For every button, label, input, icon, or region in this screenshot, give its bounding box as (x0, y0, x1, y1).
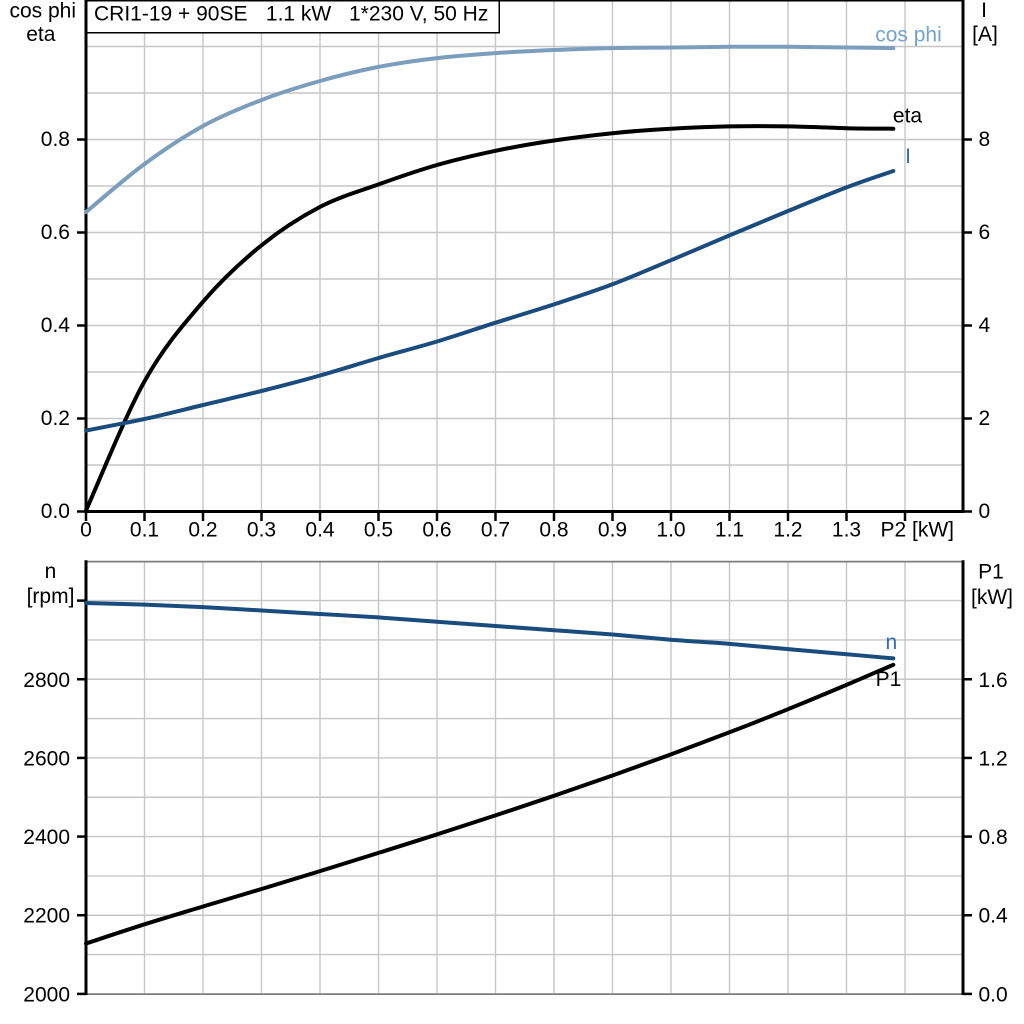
svg-text:1*230 V, 50 Hz: 1*230 V, 50 Hz (349, 3, 488, 26)
svg-text:0: 0 (80, 519, 92, 542)
svg-text:0.8: 0.8 (41, 128, 70, 151)
svg-text:0.4: 0.4 (305, 519, 335, 542)
svg-text:I: I (981, 0, 987, 22)
svg-text:2800: 2800 (23, 669, 70, 692)
svg-text:P2 [kW]: P2 [kW] (881, 519, 955, 542)
svg-text:0.4: 0.4 (979, 905, 1009, 928)
svg-text:0.0: 0.0 (979, 983, 1008, 1006)
svg-text:CRI1-19 + 90SE: CRI1-19 + 90SE (94, 3, 248, 26)
svg-text:0.8: 0.8 (979, 826, 1008, 849)
svg-text:0.1: 0.1 (130, 519, 159, 542)
svg-text:0.2: 0.2 (41, 407, 70, 430)
svg-text:0.0: 0.0 (41, 500, 70, 523)
svg-text:6: 6 (979, 221, 991, 244)
svg-text:4: 4 (979, 314, 991, 337)
svg-text:2200: 2200 (23, 905, 70, 928)
svg-text:0.5: 0.5 (364, 519, 393, 542)
svg-text:0.3: 0.3 (247, 519, 276, 542)
svg-text:0.2: 0.2 (188, 519, 217, 542)
svg-text:P1: P1 (978, 561, 1004, 584)
svg-text:P1: P1 (876, 668, 902, 691)
svg-text:eta: eta (26, 23, 56, 46)
svg-text:0.9: 0.9 (598, 519, 627, 542)
svg-text:1.2: 1.2 (979, 747, 1008, 770)
svg-text:8: 8 (979, 128, 991, 151)
svg-text:2000: 2000 (23, 983, 70, 1006)
svg-text:0: 0 (979, 500, 991, 523)
svg-text:1.3: 1.3 (832, 519, 861, 542)
svg-text:[rpm]: [rpm] (27, 585, 75, 608)
svg-text:cos phi: cos phi (875, 24, 942, 47)
svg-text:1.1 kW: 1.1 kW (266, 3, 332, 26)
svg-text:1.2: 1.2 (773, 519, 802, 542)
svg-text:n: n (885, 631, 897, 654)
svg-text:0.4: 0.4 (41, 314, 71, 337)
svg-text:1.1: 1.1 (715, 519, 744, 542)
svg-text:[A]: [A] (972, 23, 998, 46)
svg-text:0.6: 0.6 (422, 519, 451, 542)
svg-text:0.6: 0.6 (41, 221, 70, 244)
svg-text:0.8: 0.8 (539, 519, 568, 542)
svg-text:1.6: 1.6 (979, 669, 1008, 692)
svg-text:[kW]: [kW] (971, 586, 1013, 609)
svg-text:2: 2 (979, 407, 991, 430)
svg-text:cos phi: cos phi (9, 0, 76, 23)
svg-text:0.7: 0.7 (481, 519, 510, 542)
svg-text:I: I (905, 145, 911, 168)
svg-text:2400: 2400 (23, 826, 70, 849)
svg-text:1.0: 1.0 (656, 519, 685, 542)
svg-text:eta: eta (893, 104, 923, 127)
svg-text:2600: 2600 (23, 747, 70, 770)
svg-text:n: n (45, 560, 57, 583)
